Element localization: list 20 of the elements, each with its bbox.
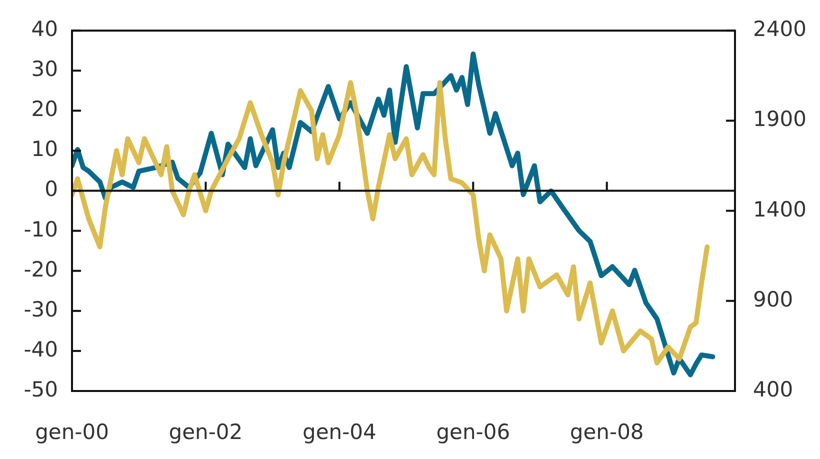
- y2-tick-label: 1900: [753, 107, 806, 132]
- x-tick-label: gen-08: [570, 420, 644, 444]
- x-tick-label: gen-06: [436, 420, 510, 444]
- y-tick-label: -30: [24, 297, 58, 322]
- y-tick-label: 20: [31, 97, 58, 122]
- x-tick-label: gen-02: [168, 420, 243, 444]
- y-tick-label: -10: [24, 217, 58, 242]
- y-tick-label: 30: [31, 57, 58, 82]
- y2-tick-label: 400: [753, 377, 794, 402]
- y-tick-label: 40: [31, 17, 58, 42]
- x-tick-label: gen-00: [35, 420, 109, 444]
- y-tick-label: -40: [24, 337, 58, 362]
- y2-tick-label: 1400: [753, 197, 806, 222]
- y-tick-label: -20: [24, 257, 58, 282]
- y-tick-label: 0: [44, 177, 58, 202]
- y2-tick-label: 2400: [753, 17, 806, 42]
- x-tick-label: gen-04: [302, 420, 376, 444]
- y-tick-label: 10: [31, 137, 58, 162]
- y2-tick-label: 900: [753, 287, 794, 312]
- y-tick-label: -50: [24, 377, 58, 402]
